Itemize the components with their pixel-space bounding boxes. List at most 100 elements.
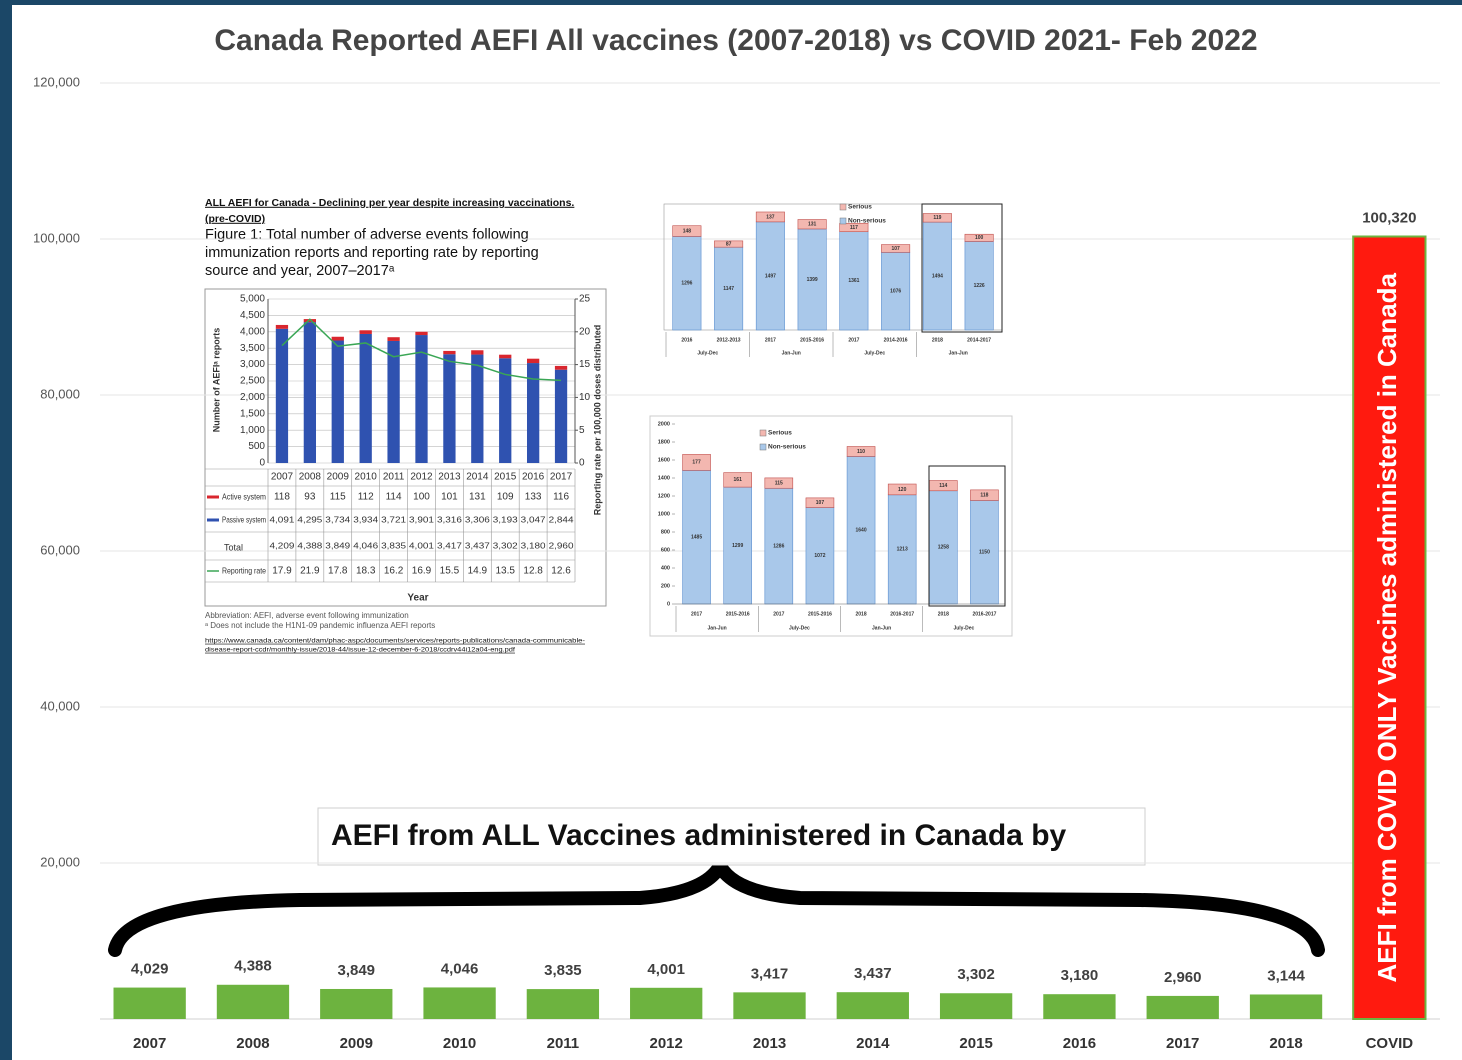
legend-swatch xyxy=(760,430,766,436)
y2-tick-label: 0 xyxy=(579,458,585,469)
value-label: 4,046 xyxy=(441,960,479,977)
bar-annotation: AEFI from COVID ONLY Vaccines administer… xyxy=(1372,272,1402,982)
value-label: 100,320 xyxy=(1362,209,1416,226)
footnote: Abbreviation: AEFI, adverse event follow… xyxy=(205,611,409,620)
y-tick-label: 2000 xyxy=(658,421,670,427)
y-tick-label: 0 xyxy=(259,458,265,469)
group-label: July-Dec xyxy=(789,625,810,631)
y2-axis-title: Reporting rate per 100,000 doses distrib… xyxy=(592,325,602,516)
legend-label: Non-serious xyxy=(768,444,806,451)
table-cell: 13.5 xyxy=(495,566,515,577)
x-tick-label: 2009 xyxy=(327,472,350,483)
x-tick-label: 2015-2016 xyxy=(726,611,750,617)
table-cell: 3,302 xyxy=(493,540,518,550)
x-tick-label: 2015-2016 xyxy=(800,337,824,343)
table-cell: 93 xyxy=(304,492,316,503)
table-cell: 4,209 xyxy=(270,540,295,550)
value-label: 1258 xyxy=(938,545,949,551)
bar-segment xyxy=(276,329,288,463)
value-label: 1640 xyxy=(856,528,867,534)
x-tick-label: 2008 xyxy=(299,472,322,483)
value-label: 131 xyxy=(808,222,817,228)
x-tick-label: 2011 xyxy=(383,472,405,483)
table-cell: 114 xyxy=(386,492,402,503)
x-tick-label: 2015 xyxy=(959,1035,992,1052)
table-cell: 115 xyxy=(330,492,346,503)
y2-tick-label: 10 xyxy=(579,392,591,403)
chart: Canada Reported AEFI All vaccines (2007-… xyxy=(0,0,1462,1060)
y-tick-label: 80,000 xyxy=(40,386,80,401)
bar-segment xyxy=(332,337,344,341)
x-tick-label: 2016 xyxy=(681,337,692,343)
value-label: 87 xyxy=(726,241,732,247)
value-label: 117 xyxy=(850,225,858,231)
x-tick-label: 2014-2016 xyxy=(884,337,908,343)
table-cell: 4,295 xyxy=(297,514,322,524)
x-tick-label: 2010 xyxy=(443,1035,476,1052)
x-tick-label: 2016-2017 xyxy=(890,611,914,617)
y-tick-label: 1,500 xyxy=(240,408,265,419)
group-label: Jan-Jun xyxy=(782,350,801,356)
x-tick-label: 2015 xyxy=(494,472,517,483)
x-tick-label: 2013 xyxy=(438,472,461,483)
x-tick-label: 2015-2016 xyxy=(808,611,832,617)
x-tick-label: 2016-2017 xyxy=(972,611,996,617)
y-tick-label: 4,500 xyxy=(240,310,265,321)
x-tick-label: 2017 xyxy=(765,337,776,343)
value-label: 1072 xyxy=(814,553,825,559)
value-label: 148 xyxy=(683,228,692,234)
y-tick-label: 600 xyxy=(661,547,670,553)
bar xyxy=(320,989,392,1019)
legend-label: Serious xyxy=(768,430,792,437)
legend-swatch xyxy=(760,444,766,450)
table-cell: 3,849 xyxy=(325,540,350,550)
bar-segment xyxy=(332,341,344,463)
bar-segment xyxy=(471,350,483,354)
table-cell: 4,388 xyxy=(297,540,322,550)
bar xyxy=(1147,996,1219,1019)
value-label: 3,144 xyxy=(1267,967,1305,984)
table-cell: 15.5 xyxy=(440,566,460,577)
table-cell: 12.6 xyxy=(551,566,571,577)
bar xyxy=(733,992,805,1019)
value-label: 107 xyxy=(816,500,825,506)
table-cell: 100 xyxy=(413,492,430,503)
table-cell: 3,901 xyxy=(409,514,434,524)
value-label: 3,849 xyxy=(337,962,375,979)
value-label: 1494 xyxy=(932,273,943,279)
x-tick-label: 2012 xyxy=(410,472,433,483)
inset-heading-note: (pre-COVID) xyxy=(205,213,265,225)
footnote: ᵃ Does not include the H1N1-09 pandemic … xyxy=(205,621,435,630)
value-label: 115 xyxy=(775,480,783,486)
x-tick-label: 2017 xyxy=(773,611,784,617)
x-tick-label: 2012-2013 xyxy=(717,337,741,343)
table-cell: 17.8 xyxy=(328,566,348,577)
x-tick-label: 2010 xyxy=(355,472,378,483)
table-row-label: Total xyxy=(224,542,243,552)
x-axis-title: Year xyxy=(407,593,428,604)
value-label: 1299 xyxy=(732,543,743,549)
bar-segment xyxy=(276,325,288,329)
table-cell: 3,835 xyxy=(381,540,406,550)
table-cell: 3,417 xyxy=(437,540,462,550)
bar xyxy=(630,988,702,1019)
x-tick-label: 2008 xyxy=(236,1035,269,1052)
bar-segment xyxy=(527,359,539,363)
bar-segment xyxy=(555,370,567,463)
value-label: 4,001 xyxy=(647,961,685,978)
value-label: 3,417 xyxy=(751,965,789,982)
table-cell: 101 xyxy=(441,492,458,503)
legend-label: Passive system xyxy=(222,514,266,524)
y-tick-label: 20,000 xyxy=(40,854,80,869)
y-tick-label: 2,500 xyxy=(240,376,265,387)
y-tick-label: 5,000 xyxy=(240,294,265,305)
legend-swatch xyxy=(840,218,846,224)
value-label: 1147 xyxy=(723,286,734,292)
source-url: https://www.canada.ca/content/dam/phac-a… xyxy=(205,638,585,645)
bar-segment xyxy=(555,366,567,370)
table-cell: 112 xyxy=(358,492,374,503)
value-label: 3,302 xyxy=(957,966,995,983)
group-label: July-Dec xyxy=(697,350,718,356)
table-cell: 2,960 xyxy=(549,540,574,550)
table-cell: 2,844 xyxy=(549,514,574,524)
